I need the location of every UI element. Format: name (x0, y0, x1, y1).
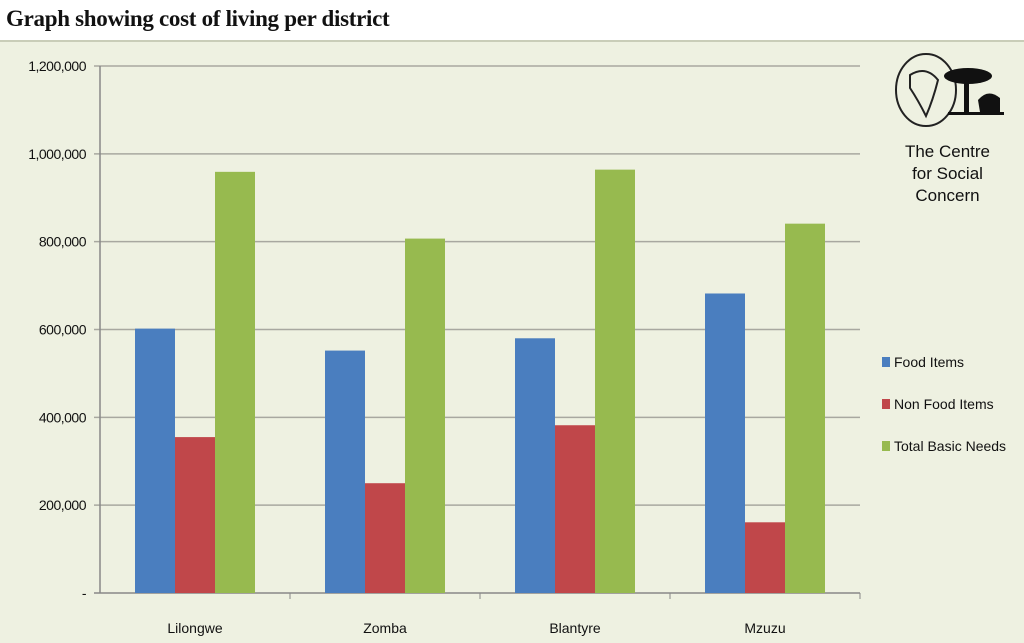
bar-non-food-items (175, 437, 215, 593)
legend-item-total: Total Basic Needs (882, 438, 1006, 454)
y-tick-label: 600,000 (39, 322, 87, 338)
bar-total-basic-needs (595, 169, 635, 594)
bar-food-items (325, 350, 365, 593)
legend-swatch (882, 357, 890, 367)
bar-non-food-items (555, 425, 595, 593)
y-tick-label: 800,000 (39, 234, 87, 250)
legend-label: Total Basic Needs (894, 438, 1007, 454)
y-tick-label: 1,000,000 (28, 146, 86, 162)
y-tick-label: - (82, 585, 87, 601)
org-logo: The Centre for Social Concern (880, 50, 1015, 207)
org-name-line: for Social (912, 164, 983, 183)
legend-item-non-food: Non Food Items (882, 396, 994, 412)
globe-wildlife-logo-icon (894, 53, 1004, 127)
bar-non-food-items (365, 483, 405, 593)
x-tick-label: Mzuzu (744, 620, 785, 636)
x-tick-label: Lilongwe (167, 620, 222, 636)
bar-food-items (135, 328, 175, 593)
legend-label: Non Food Items (894, 396, 994, 412)
y-tick-label: 200,000 (39, 497, 87, 513)
legend-item-food: Food Items (882, 354, 964, 370)
bar-total-basic-needs (215, 171, 255, 593)
bar-food-items (705, 293, 745, 593)
legend-swatch (882, 399, 890, 409)
org-name-line: Concern (915, 186, 980, 205)
x-tick-label: Zomba (363, 620, 407, 636)
y-tick-label: 400,000 (39, 409, 87, 425)
org-name-line: The Centre (904, 142, 991, 161)
legend-swatch (882, 441, 890, 451)
legend-label: Food Items (894, 354, 965, 370)
y-tick-label: 1,200,000 (28, 58, 86, 74)
x-tick-label: Blantyre (549, 620, 601, 636)
bar-non-food-items (745, 522, 785, 593)
bar-total-basic-needs (785, 223, 825, 593)
bar-food-items (515, 338, 555, 593)
chart-title: Graph showing cost of living per distric… (6, 6, 390, 31)
bar-total-basic-needs (405, 238, 445, 593)
